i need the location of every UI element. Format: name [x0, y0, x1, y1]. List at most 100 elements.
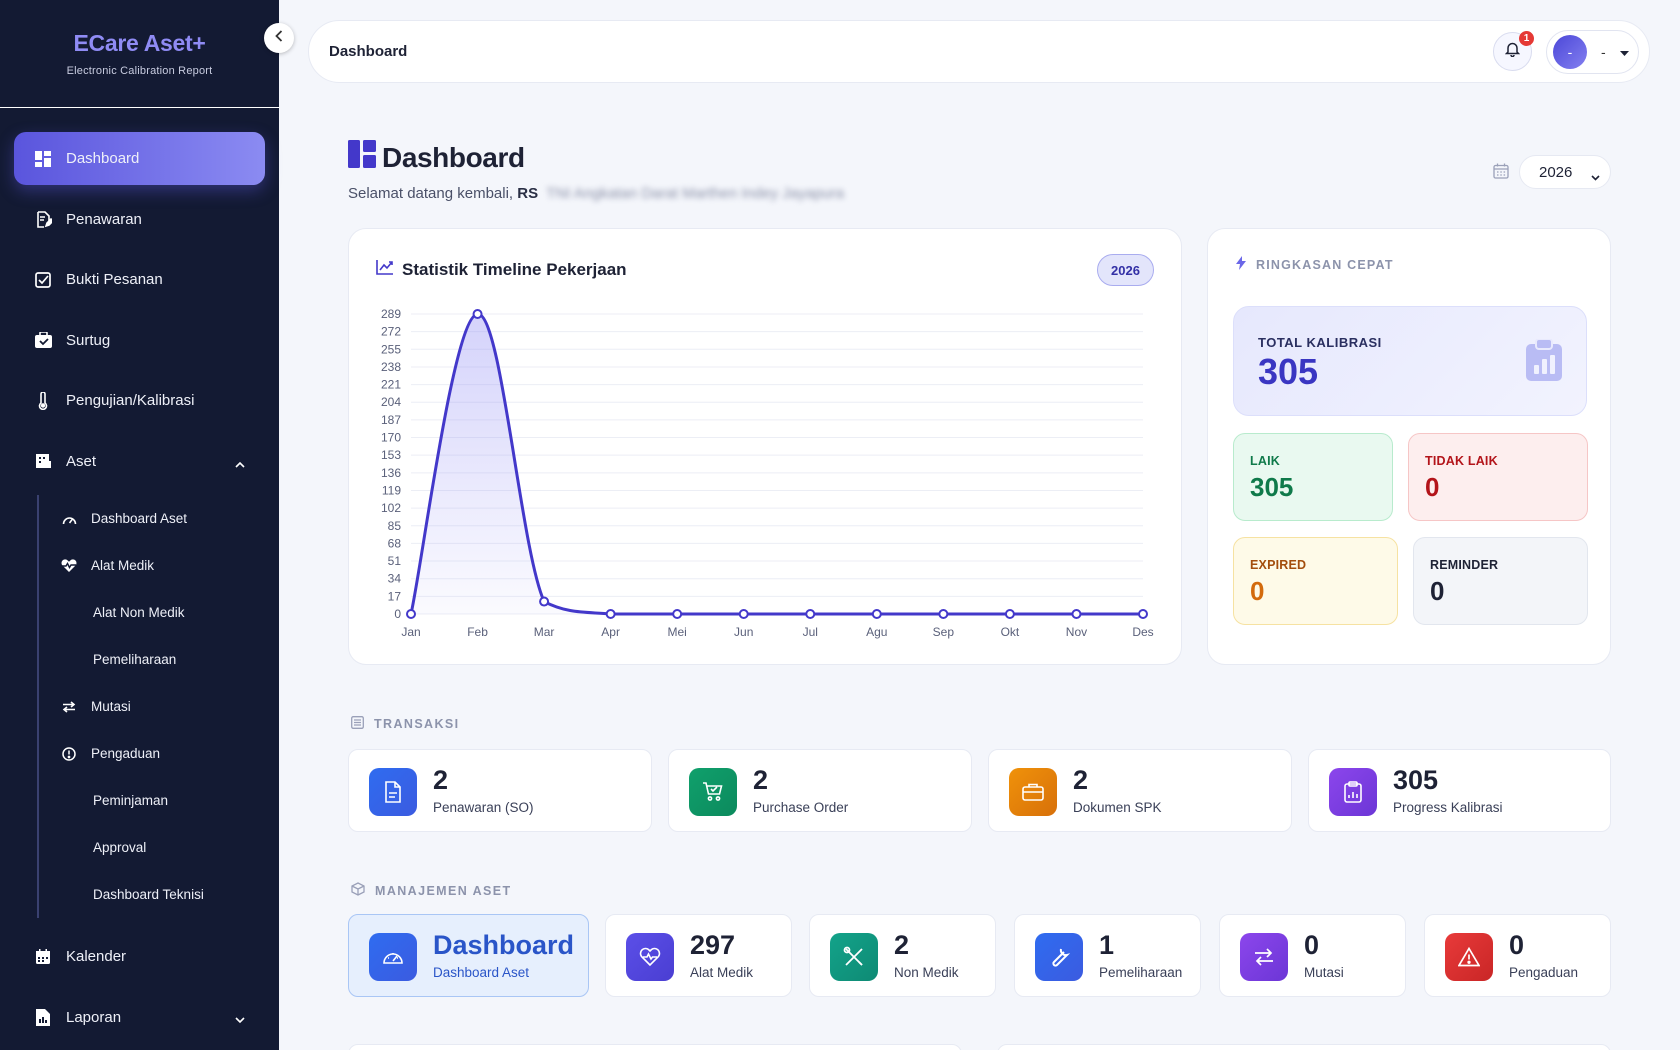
- aset-subnav: Dashboard Aset Alat Medik Alat Non Medik…: [37, 495, 279, 918]
- stat-mutasi[interactable]: 0 Mutasi: [1219, 914, 1406, 997]
- x-tick-label: Mei: [668, 625, 687, 639]
- stat-label: Purchase Order: [753, 800, 849, 815]
- stat-value: 305: [1393, 765, 1439, 795]
- sidebar-item-dashboard[interactable]: Dashboard: [14, 132, 265, 185]
- stat-pengaduan[interactable]: 0 Pengaduan: [1424, 914, 1611, 997]
- y-tick-label: 255: [381, 342, 401, 356]
- document-edit-icon: [34, 210, 52, 228]
- building-icon: [34, 452, 52, 470]
- x-tick-label: Okt: [1001, 625, 1020, 639]
- subnav-item-dashboard-teknisi[interactable]: Dashboard Teknisi: [39, 871, 279, 918]
- exchange-icon: [1240, 933, 1288, 981]
- reminder-label: REMINDER: [1430, 558, 1499, 572]
- stat-label: Dashboard Aset: [433, 965, 530, 980]
- sidebar-item-pengujian-kalibrasi[interactable]: Pengujian/Kalibrasi: [14, 374, 265, 427]
- data-point: [605, 609, 616, 619]
- manajemen-title: MANAJEMEN ASET: [375, 883, 512, 898]
- x-tick-label: Mar: [534, 625, 555, 639]
- app-title: ECare Aset+: [73, 30, 206, 56]
- stat-label: Non Medik: [894, 965, 959, 980]
- user-menu[interactable]: - -: [1546, 30, 1639, 74]
- sidebar-item-surtug[interactable]: Surtug: [14, 314, 265, 367]
- y-tick-label: 34: [388, 572, 402, 586]
- subnav-item-alat-medik[interactable]: Alat Medik: [39, 542, 279, 589]
- wrench-icon: [1035, 933, 1083, 981]
- stat-dashboard-aset[interactable]: Dashboard Dashboard Aset: [348, 914, 589, 997]
- stat-alat-medik[interactable]: 297 Alat Medik: [605, 914, 792, 997]
- y-tick-label: 0: [394, 607, 401, 621]
- sidebar-item-laporan[interactable]: Laporan: [14, 991, 265, 1044]
- sidebar-item-aset[interactable]: Aset: [14, 435, 265, 488]
- total-calibration-box: TOTAL KALIBRASI 305: [1233, 306, 1587, 416]
- series-area: [411, 313, 1143, 614]
- document-icon: [369, 768, 417, 816]
- reminder-value: 0: [1430, 576, 1445, 606]
- summary-header: RINGKASAN CEPAT: [1236, 256, 1394, 273]
- stat-label: Penawaran (SO): [433, 800, 534, 815]
- app-subtitle: Electronic Calibration Report: [66, 65, 213, 77]
- year-select-value: 2026: [1539, 163, 1573, 181]
- chart-header: Statistik Timeline Pekerjaan: [376, 259, 627, 280]
- subnav-item-mutasi[interactable]: Mutasi: [39, 683, 279, 730]
- subnav-item-pengaduan[interactable]: Pengaduan: [39, 730, 279, 777]
- stat-purchase-order[interactable]: 2 Purchase Order: [668, 749, 972, 832]
- subnav-item-dashboard-aset[interactable]: Dashboard Aset: [39, 495, 279, 542]
- y-tick-label: 17: [388, 589, 402, 603]
- subnav-item-label: Dashboard Teknisi: [93, 887, 204, 902]
- box-icon: [351, 882, 365, 899]
- data-point: [738, 609, 749, 619]
- y-tick-label: 119: [382, 483, 401, 497]
- y-tick-label: 153: [381, 448, 401, 462]
- sidebar: ECare Aset+ Electronic Calibration Repor…: [0, 0, 279, 1050]
- subnav-item-peminjaman[interactable]: Peminjaman: [39, 777, 279, 824]
- stat-value: 1: [1099, 930, 1115, 960]
- subnav-item-alat-non-medik[interactable]: Alat Non Medik: [39, 589, 279, 636]
- subnav-item-approval[interactable]: Approval: [39, 824, 279, 871]
- stat-penawaran[interactable]: 2 Penawaran (SO): [348, 749, 652, 832]
- laik-value: 305: [1250, 472, 1294, 502]
- chart-title: Statistik Timeline Pekerjaan: [402, 259, 627, 279]
- stat-label: Dokumen SPK: [1073, 800, 1162, 815]
- sidebar-item-bukti-pesanan[interactable]: Bukti Pesanan: [14, 253, 265, 306]
- stat-value: 2: [753, 765, 769, 795]
- notification-badge: 1: [1519, 31, 1534, 46]
- sidebar-item-label: Kalender: [66, 948, 127, 965]
- stat-dokumen-spk[interactable]: 2 Dokumen SPK: [988, 749, 1292, 832]
- laik-label: LAIK: [1250, 454, 1280, 468]
- x-tick-label: Jun: [734, 625, 753, 639]
- y-tick-label: 272: [381, 325, 401, 339]
- notification-button[interactable]: 1: [1493, 31, 1534, 71]
- page-title-text: Dashboard: [382, 141, 525, 173]
- gauge-icon: [369, 933, 417, 981]
- stat-value: 2: [433, 765, 449, 795]
- thermometer-icon: [34, 391, 52, 410]
- stat-pemeliharaan[interactable]: 1 Pemeliharaan: [1014, 914, 1201, 997]
- subnav-item-label: Dashboard Aset: [91, 511, 188, 526]
- dashboard-icon: [34, 150, 52, 168]
- data-point: [406, 609, 416, 619]
- stat-value: 2: [1073, 765, 1089, 795]
- sidebar-item-kalender[interactable]: Kalender: [14, 930, 265, 983]
- calendar-icon: [34, 948, 52, 966]
- laik-box: LAIK 305: [1233, 433, 1393, 521]
- subnav-item-label: Pemeliharaan: [93, 652, 177, 667]
- sidebar-collapse-button[interactable]: [264, 23, 294, 53]
- calendar-icon: [1493, 163, 1509, 184]
- year-select[interactable]: 2026: [1519, 155, 1611, 189]
- subnav-item-pemeliharaan[interactable]: Pemeliharaan: [39, 636, 279, 683]
- welcome-prefix: Selamat datang kembali,: [348, 185, 514, 202]
- stat-label: Alat Medik: [690, 965, 754, 980]
- x-tick-label: Sep: [933, 625, 955, 639]
- sidebar-item-penawaran[interactable]: Penawaran: [14, 193, 265, 246]
- chevron-up-icon: [235, 455, 245, 472]
- data-point: [1004, 609, 1015, 619]
- stat-progress-kalibrasi[interactable]: 305 Progress Kalibrasi: [1308, 749, 1611, 832]
- data-point: [1071, 609, 1082, 619]
- exchange-icon: [61, 699, 77, 715]
- caret-down-icon: [1619, 43, 1629, 61]
- stat-non-medik[interactable]: 2 Non Medik: [809, 914, 996, 997]
- checkbox-icon: [34, 271, 52, 289]
- bottom-card-peek: [348, 1044, 962, 1050]
- subnav-item-label: Pengaduan: [91, 746, 161, 761]
- topbar-title: Dashboard: [329, 43, 408, 60]
